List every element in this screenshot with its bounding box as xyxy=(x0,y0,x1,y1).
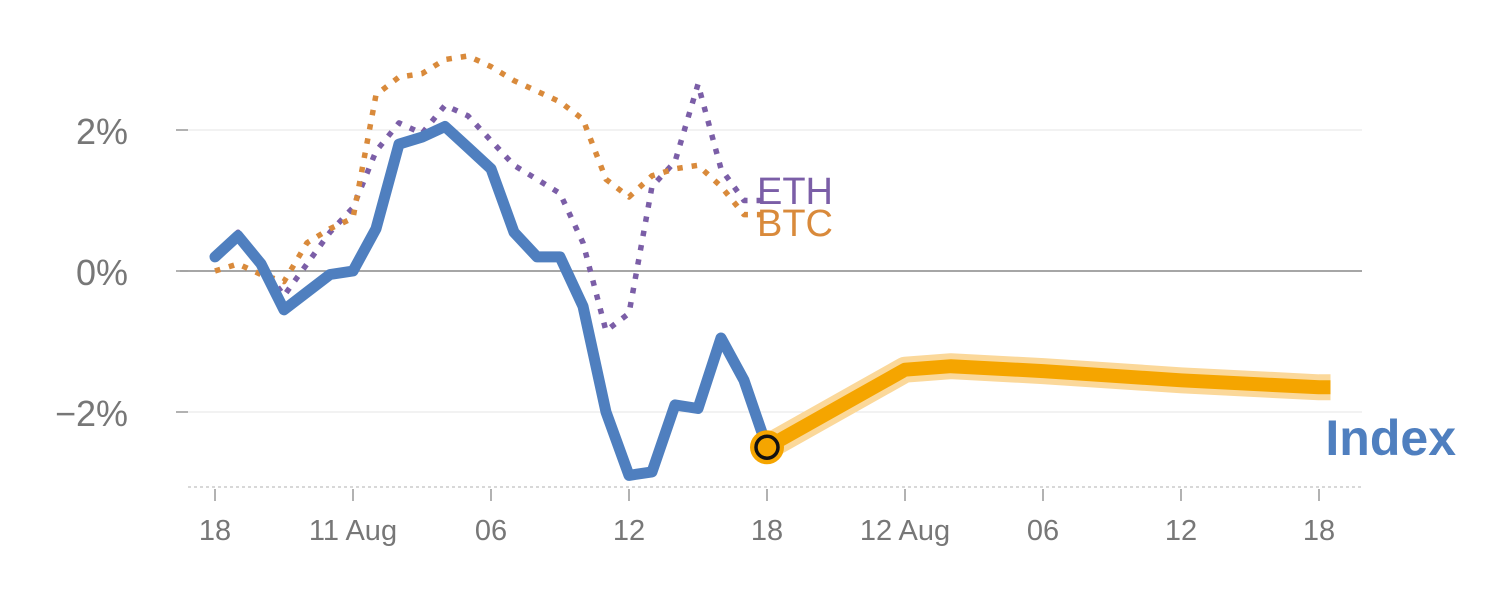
x-tick-label: 06 xyxy=(1027,515,1059,547)
series-label-eth: ETH xyxy=(757,171,833,213)
x-tick-label: 12 xyxy=(1165,515,1197,547)
y-axis: 2% 0% −2% xyxy=(55,111,188,434)
x-tick-label: 12 Aug xyxy=(860,515,950,547)
x-tick-label: 18 xyxy=(1303,515,1335,547)
y-tick-label: 2% xyxy=(76,111,128,152)
x-tick-label: 06 xyxy=(475,515,507,547)
series-label-btc: BTC xyxy=(757,203,833,245)
x-tick-label: 12 xyxy=(613,515,645,547)
series-line-btc xyxy=(214,53,767,285)
series-line-index xyxy=(209,121,773,481)
x-tick-label: 11 Aug xyxy=(309,515,397,547)
y-tick-label: −2% xyxy=(55,393,128,434)
x-tick-label: 18 xyxy=(199,515,231,547)
series-line-index-forecast xyxy=(763,359,1331,454)
y-tick-label: 0% xyxy=(76,252,128,293)
series-label-index: Index xyxy=(1325,410,1456,466)
x-axis: 18 11 Aug 06 12 18 12 Aug 06 12 18 xyxy=(188,486,1362,547)
x-tick-label: 18 xyxy=(751,515,783,547)
series-layer xyxy=(209,53,1332,481)
highlight-point xyxy=(754,434,780,460)
grid-layer xyxy=(180,129,1362,413)
